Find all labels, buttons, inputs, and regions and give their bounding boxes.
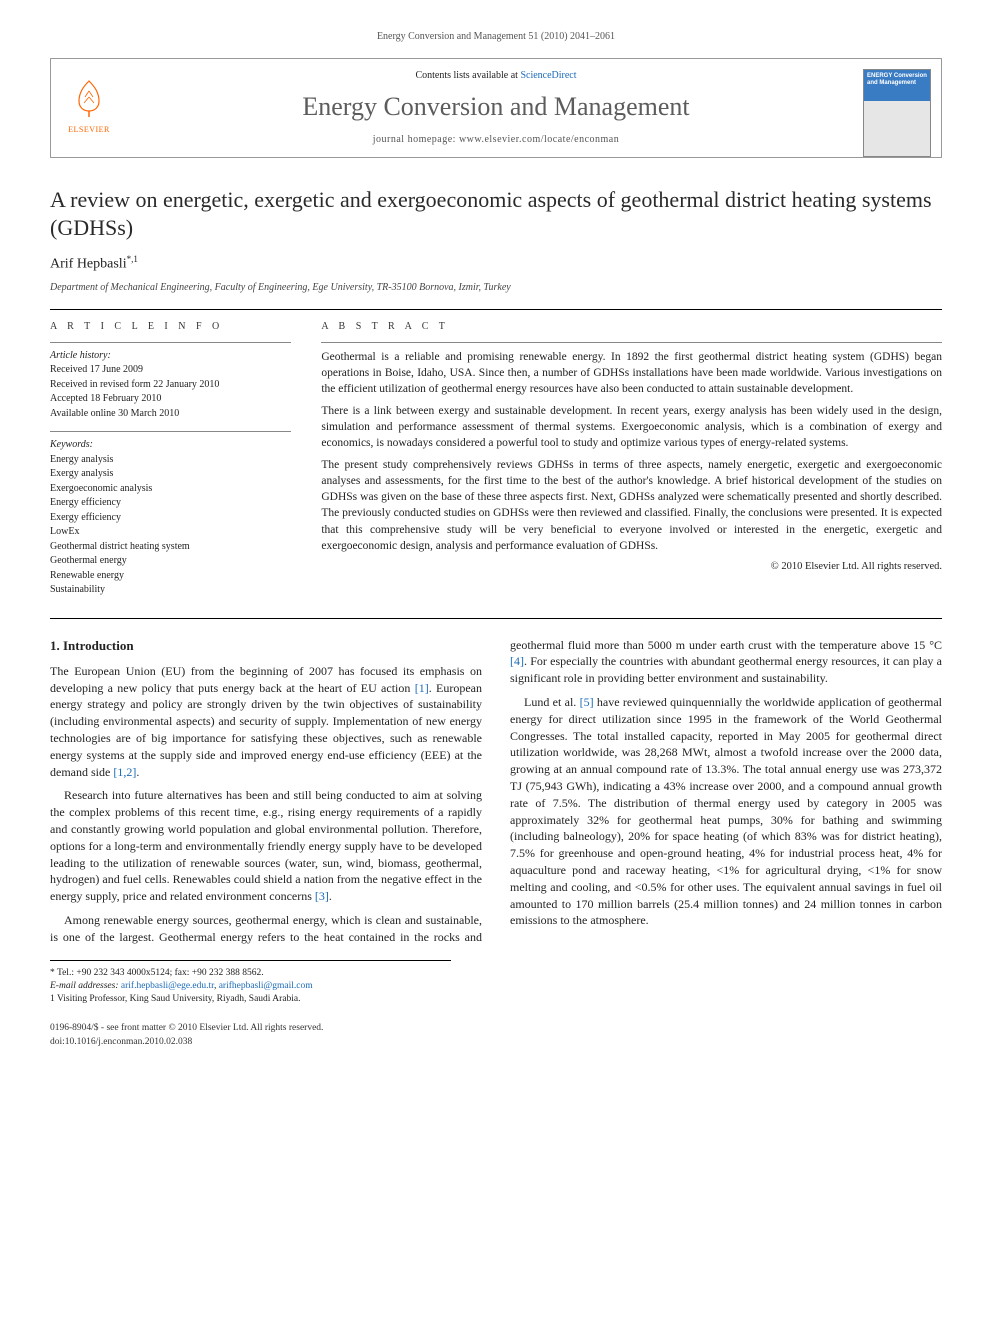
citation-ref[interactable]: [3] [315,889,329,903]
history-line: Received in revised form 22 January 2010 [50,379,219,390]
body-text: 1. Introduction The European Union (EU) … [50,637,942,946]
abstract-para: Geothermal is a reliable and promising r… [321,349,942,397]
contents-line: Contents lists available at ScienceDirec… [65,69,927,83]
homepage-url: www.elsevier.com/locate/enconman [459,134,619,145]
article-title: A review on energetic, exergetic and exe… [50,186,942,241]
email-link[interactable]: arif.hepbasli@ege.edu.tr [121,981,214,991]
author-markers: *,1 [127,254,138,264]
info-rule-1 [50,342,291,343]
keyword: Sustainability [50,584,105,595]
history-line: Available online 30 March 2010 [50,408,179,419]
citation-ref[interactable]: [1,2] [113,765,136,779]
abs-rule [321,342,942,343]
journal-cover-thumb: ENERGY Conversion and Management [863,69,931,157]
contents-prefix: Contents lists available at [415,70,520,81]
abstract-para: The present study comprehensively review… [321,457,942,554]
email-link[interactable]: arifhepbasli@gmail.com [219,981,313,991]
journal-homepage: journal homepage: www.elsevier.com/locat… [65,133,927,147]
keyword: Exergy efficiency [50,512,121,523]
keyword: Energy efficiency [50,497,121,508]
footnotes: * Tel.: +90 232 343 4000x5124; fax: +90 … [50,960,451,1007]
abstract-heading: A B S T R A C T [321,320,942,334]
body-para: Research into future alternatives has be… [50,787,482,905]
journal-banner: ELSEVIER ENERGY Conversion and Managemen… [50,58,942,158]
info-abstract-row: A R T I C L E I N F O Article history: R… [50,320,942,608]
citation-ref[interactable]: [1] [415,681,429,695]
section-heading-intro: 1. Introduction [50,637,482,655]
abstract-para: There is a link between exergy and susta… [321,403,942,451]
author-line: Arif Hepbasli*,1 [50,253,942,274]
footnote-visiting: 1 Visiting Professor, King Saud Universi… [50,993,451,1006]
footnote-tel: * Tel.: +90 232 343 4000x5124; fax: +90 … [50,967,451,980]
rule-bottom [50,618,942,619]
email-label: E-mail addresses: [50,981,119,991]
history-line: Accepted 18 February 2010 [50,393,161,404]
keywords-label: Keywords: [50,439,93,450]
article-info-column: A R T I C L E I N F O Article history: R… [50,320,291,608]
citation-ref[interactable]: [5] [580,695,594,709]
footer-meta: 0196-8904/$ - see front matter © 2010 El… [50,1022,942,1049]
homepage-prefix: journal homepage: [373,134,459,145]
article-history: Article history: Received 17 June 2009 R… [50,349,291,422]
keyword: Geothermal district heating system [50,541,190,552]
abstract-column: A B S T R A C T Geothermal is a reliable… [321,320,942,608]
article-info-heading: A R T I C L E I N F O [50,320,291,334]
cover-title-text: ENERGY Conversion and Management [864,70,930,89]
citation-ref[interactable]: [4] [510,654,524,668]
footnote-email: E-mail addresses: arif.hepbasli@ege.edu.… [50,980,451,993]
history-line: Received 17 June 2009 [50,364,143,375]
issn-line: 0196-8904/$ - see front matter © 2010 El… [50,1022,942,1035]
keyword: Energy analysis [50,454,113,465]
info-rule-2 [50,431,291,432]
journal-name: Energy Conversion and Management [65,89,927,125]
keyword: Exergy analysis [50,468,113,479]
elsevier-text: ELSEVIER [61,124,117,135]
keyword: LowEx [50,526,79,537]
running-header: Energy Conversion and Management 51 (201… [50,30,942,44]
rule-top [50,309,942,310]
elsevier-tree-icon [69,77,109,117]
elsevier-logo: ELSEVIER [61,77,117,141]
abstract-copyright: © 2010 Elsevier Ltd. All rights reserved… [321,560,942,575]
body-para: The European Union (EU) from the beginni… [50,663,482,781]
abstract-body: Geothermal is a reliable and promising r… [321,349,942,554]
keywords-block: Keywords: Energy analysis Exergy analysi… [50,438,291,598]
keyword: Exergoeconomic analysis [50,483,152,494]
keyword: Geothermal energy [50,555,127,566]
history-label: Article history: [50,350,111,361]
body-para: Lund et al. [5] have reviewed quinquenni… [510,694,942,929]
affiliation: Department of Mechanical Engineering, Fa… [50,281,942,295]
author-name: Arif Hepbasli [50,257,127,272]
doi-line: doi:10.1016/j.enconman.2010.02.038 [50,1036,942,1049]
keyword: Renewable energy [50,570,124,581]
sciencedirect-link[interactable]: ScienceDirect [520,70,576,81]
